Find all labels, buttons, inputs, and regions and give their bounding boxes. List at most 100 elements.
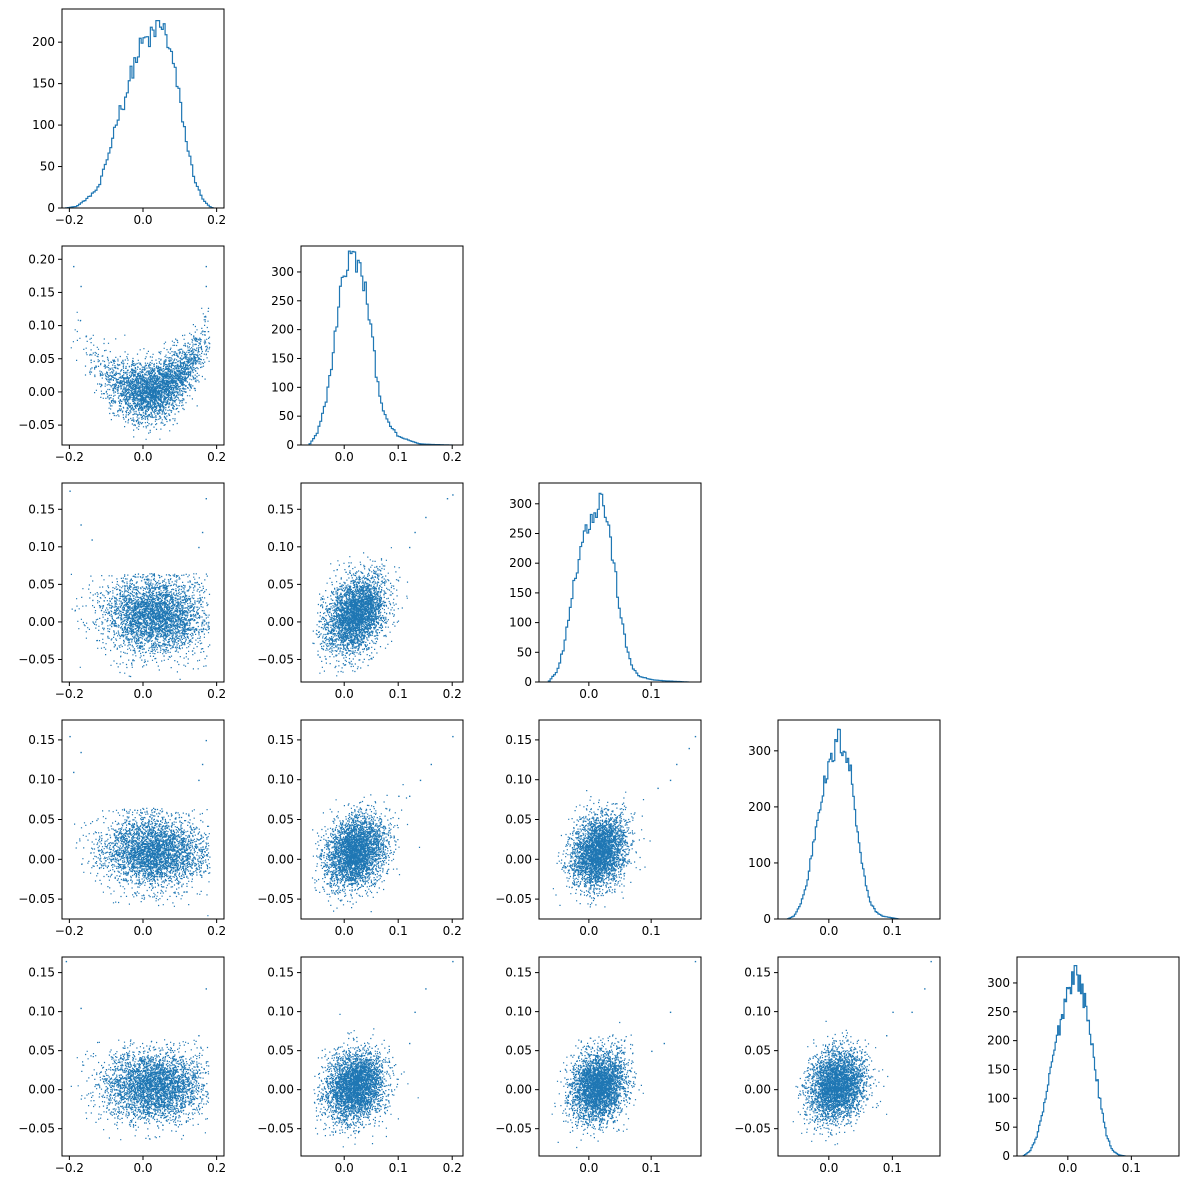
y-tick-label: 0.05	[267, 813, 294, 827]
outlier-point	[80, 751, 82, 754]
outlier-point	[198, 546, 200, 549]
outlier-point	[446, 498, 449, 500]
x-tick-label: 0.0	[335, 1161, 354, 1175]
y-tick-label: 50	[995, 1120, 1010, 1134]
y-tick-label: 0.10	[28, 1005, 55, 1019]
y-tick-label: 0.05	[505, 813, 532, 827]
scatter-marks	[311, 735, 454, 913]
y-tick-label: 0.20	[28, 252, 55, 266]
y-tick-label: 0	[47, 201, 55, 215]
axes-frame	[538, 719, 702, 920]
axes-frame	[300, 956, 464, 1157]
histogram-step	[65, 20, 214, 208]
y-tick-label: −0.05	[257, 1122, 294, 1136]
outlier-point	[414, 531, 416, 534]
scatter-points	[551, 1021, 644, 1149]
y-tick-label: 150	[32, 77, 55, 91]
y-tick-label: 0.05	[28, 1044, 55, 1058]
axes-frame	[538, 482, 702, 683]
outlier-point	[398, 795, 400, 798]
y-tick-label: 0	[524, 675, 532, 689]
y-tick-label: 0.15	[267, 733, 294, 747]
y-tick-label: 250	[271, 294, 294, 308]
x-tick-label: 0.0	[1058, 1161, 1077, 1175]
y-tick-label: 0.10	[267, 1005, 294, 1019]
y-tick-label: 0.00	[28, 852, 55, 866]
panel-hist-0: −0.2 0.0 0.2 0 50 100 150 200	[32, 8, 226, 227]
panel-scatter-4-3: 0.0 0.1 −0.05 0.00 0.05 0.10 0.15	[734, 956, 941, 1175]
axes-frame	[300, 245, 464, 446]
y-tick-label: 0.00	[267, 852, 294, 866]
y-tick-label: 200	[748, 800, 771, 814]
outlier-point	[657, 787, 659, 790]
outlier-point	[205, 265, 207, 268]
y-tick-label: 0.00	[28, 1083, 55, 1097]
x-tick-label: 0.2	[443, 924, 462, 938]
outlier-point	[892, 1011, 894, 1014]
x-tick-label: −0.2	[55, 1161, 84, 1175]
panel-scatter-3-1: 0.0 0.1 0.2 −0.05 0.00 0.05 0.10 0.15	[257, 719, 464, 938]
x-tick-label: 0.1	[642, 1161, 661, 1175]
y-tick-label: −0.05	[257, 652, 294, 666]
scatter-marks	[312, 494, 454, 677]
y-tick-label: 0.00	[505, 1083, 532, 1097]
x-tick-label: −0.2	[55, 213, 84, 227]
y-tick-label: 300	[271, 265, 294, 279]
y-tick-label: 100	[32, 118, 55, 132]
x-tick-label: 0.0	[133, 687, 152, 701]
outlier-point	[69, 490, 71, 492]
scatter-marks	[313, 960, 454, 1148]
scatter-marks	[792, 960, 932, 1146]
x-tick-label: 0.2	[207, 450, 226, 464]
panel-hist-1: 0.0 0.1 0.2 0 50 100 150 200 250 300	[271, 245, 464, 464]
x-tick-label: 0.2	[207, 924, 226, 938]
y-tick-label: 0.05	[28, 577, 55, 591]
y-tick-label: 0.10	[505, 1005, 532, 1019]
y-tick-label: 0.15	[28, 733, 55, 747]
outlier-point	[452, 494, 454, 496]
panel-hist-2: 0.0 0.1 0 50 100 150 200 250 300	[509, 482, 702, 701]
y-tick-label: 0.05	[28, 352, 55, 366]
outlier-point	[924, 988, 926, 990]
histogram-step	[786, 728, 900, 919]
outlier-point	[80, 1007, 82, 1010]
x-tick-label: 0.0	[133, 924, 152, 938]
histogram-marks	[786, 728, 900, 919]
outlier-point	[669, 1011, 672, 1014]
scatter-points	[70, 307, 211, 440]
y-tick-label: 0.05	[505, 1044, 532, 1058]
panel-scatter-4-1: 0.0 0.1 0.2 −0.05 0.00 0.05 0.10 0.15	[257, 956, 464, 1175]
scatter-points	[313, 1013, 419, 1148]
x-tick-label: 0.0	[133, 1161, 152, 1175]
histogram-step	[308, 250, 453, 445]
y-tick-label: 300	[748, 744, 771, 758]
y-tick-label: −0.05	[18, 652, 55, 666]
y-tick-label: 0.00	[267, 1083, 294, 1097]
x-tick-label: 0.2	[443, 687, 462, 701]
x-tick-label: −0.2	[55, 450, 84, 464]
outlier-point	[205, 285, 207, 288]
y-tick-label: 200	[509, 556, 532, 570]
x-tick-label: 0.1	[1122, 1161, 1141, 1175]
axes-frame	[777, 956, 941, 1157]
x-tick-label: 0.0	[579, 687, 598, 701]
outlier-point	[425, 988, 427, 990]
y-tick-label: 0.15	[267, 966, 294, 980]
y-tick-label: 250	[509, 526, 532, 540]
scatter-points	[74, 807, 211, 917]
x-tick-label: 0.0	[335, 450, 354, 464]
outlier-point	[73, 771, 75, 774]
x-tick-label: −0.2	[55, 924, 84, 938]
panel-hist-3: 0.0 0.1 0 100 200 300	[748, 719, 941, 938]
y-tick-label: 0.10	[267, 540, 294, 554]
outlier-point	[930, 960, 932, 963]
x-tick-label: 0.0	[819, 924, 838, 938]
panel-scatter-4-0: −0.2 0.0 0.2 −0.05 0.00 0.05 0.10 0.15	[18, 956, 226, 1175]
outlier-point	[409, 795, 411, 798]
y-tick-label: 200	[32, 35, 55, 49]
scatter-marks	[70, 265, 211, 440]
y-tick-label: −0.05	[257, 892, 294, 906]
x-tick-label: 0.1	[389, 924, 408, 938]
y-tick-label: 0.15	[28, 502, 55, 516]
outlier-point	[198, 779, 200, 782]
